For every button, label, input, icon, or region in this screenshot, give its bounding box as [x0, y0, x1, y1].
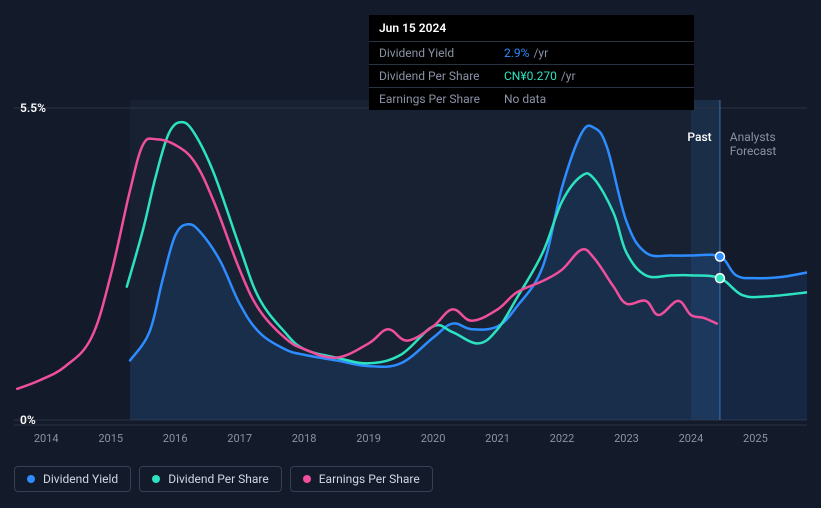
x-tick: 2025 [743, 432, 768, 445]
tooltip-row-value: No data [504, 92, 546, 106]
tooltip-row: Dividend Per ShareCN¥0.270/yr [369, 65, 694, 88]
legend-label: Dividend Yield [43, 472, 118, 486]
x-tick: 2018 [292, 432, 317, 445]
legend-dot-icon [152, 475, 160, 483]
analysts-forecast-label: Analysts Forecast [730, 130, 807, 158]
tooltip-row-label: Earnings Per Share [379, 92, 504, 106]
tooltip-date: Jun 15 2024 [369, 15, 694, 42]
x-tick: 2016 [163, 432, 188, 445]
x-tick: 2024 [679, 432, 704, 445]
legend-dot-icon [303, 475, 311, 483]
legend-item-dividend-per-share[interactable]: Dividend Per Share [139, 466, 282, 492]
legend-dot-icon [27, 475, 35, 483]
tooltip-row: Dividend Yield2.9%/yr [369, 42, 694, 65]
tooltip-row-label: Dividend Per Share [379, 69, 504, 83]
legend-item-earnings-per-share[interactable]: Earnings Per Share [290, 466, 433, 492]
legend-label: Dividend Per Share [168, 472, 269, 486]
x-tick: 2021 [485, 432, 510, 445]
x-tick: 2023 [614, 432, 639, 445]
x-tick: 2022 [550, 432, 575, 445]
y-axis-max-label: 5.5% [20, 101, 46, 115]
chart-tooltip: Jun 15 2024 Dividend Yield2.9%/yrDividen… [369, 15, 694, 110]
legend: Dividend Yield Dividend Per Share Earnings… [14, 466, 433, 492]
y-axis-min-label: 0% [20, 413, 36, 427]
tooltip-row-label: Dividend Yield [379, 46, 504, 60]
tooltip-row: Earnings Per ShareNo data [369, 88, 694, 110]
tooltip-row-value: CN¥0.270/yr [504, 69, 576, 83]
past-label: Past [687, 130, 711, 144]
x-tick: 2017 [227, 432, 252, 445]
x-tick: 2015 [98, 432, 123, 445]
tooltip-row-value: 2.9%/yr [504, 46, 548, 60]
legend-label: Earnings Per Share [319, 472, 420, 486]
x-tick: 2014 [34, 432, 59, 445]
x-tick: 2020 [421, 432, 446, 445]
legend-item-dividend-yield[interactable]: Dividend Yield [14, 466, 131, 492]
x-tick: 2019 [356, 432, 381, 445]
